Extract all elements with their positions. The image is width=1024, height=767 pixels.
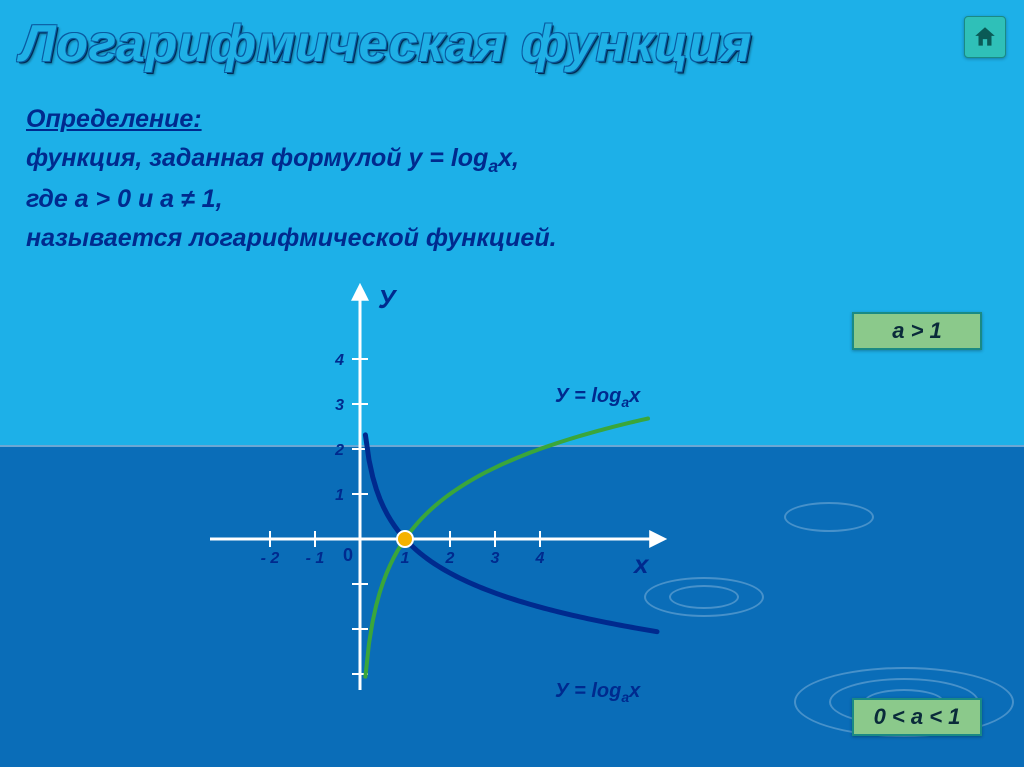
definition-line-2: где а > 0 и а ≠ 1,: [26, 180, 557, 219]
x-axis-label: х: [632, 549, 650, 579]
y-tick-label: 3: [335, 397, 344, 414]
curve-label-text: У = log: [555, 385, 621, 407]
y-tick-label: 2: [334, 442, 344, 459]
log-chart: - 2 - 1 1 2 3 4 1 2 3 4 0 Ух: [140, 280, 700, 740]
curve-label-bottom: У = logax: [555, 680, 640, 705]
x-tick-label: - 2: [261, 550, 280, 567]
curve-label-top: У = logax: [555, 385, 640, 410]
y-axis-label: У: [378, 284, 398, 314]
x-tick-label: - 1: [306, 550, 325, 567]
curve-label-text: x: [629, 680, 640, 702]
intersection-point: [397, 531, 413, 547]
definition-line-1: функция, заданная формулой у = logax,: [26, 139, 557, 180]
formula-subscript: a: [488, 156, 498, 176]
x-tick-label: 2: [445, 550, 455, 567]
curve-label-sub: a: [621, 394, 629, 410]
formula: у = logax: [408, 144, 512, 172]
y-tick-label: 1: [335, 487, 344, 504]
definition-block: Определение: функция, заданная формулой …: [26, 100, 557, 257]
curve-label-sub: a: [621, 689, 629, 705]
x-tick-label: 4: [535, 550, 545, 567]
definition-line-3: называется логарифмической функцией.: [26, 219, 557, 258]
home-button[interactable]: [964, 16, 1006, 58]
curve-label-text: У = log: [555, 680, 621, 702]
formula-part: у = log: [408, 144, 488, 172]
badge-a-gt-1[interactable]: a > 1: [852, 312, 982, 350]
y-tick-label: 4: [334, 352, 344, 369]
x-tick-label: 1: [401, 550, 410, 567]
definition-text: функция, заданная формулой: [26, 144, 408, 172]
origin-label: 0: [343, 545, 353, 565]
badge-a-lt-1[interactable]: 0 < a < 1: [852, 698, 982, 736]
curve-label-text: x: [629, 385, 640, 407]
curve-log_a_gt1: [365, 418, 648, 676]
formula-part: x: [498, 144, 512, 172]
slide: Логарифмическая функция Определение: фун…: [0, 0, 1024, 767]
definition-text: ,: [512, 144, 519, 172]
slide-title: Логарифмическая функция: [20, 14, 752, 74]
home-icon: [972, 24, 998, 50]
x-tick-label: 3: [491, 550, 500, 567]
definition-heading: Определение:: [26, 100, 557, 139]
